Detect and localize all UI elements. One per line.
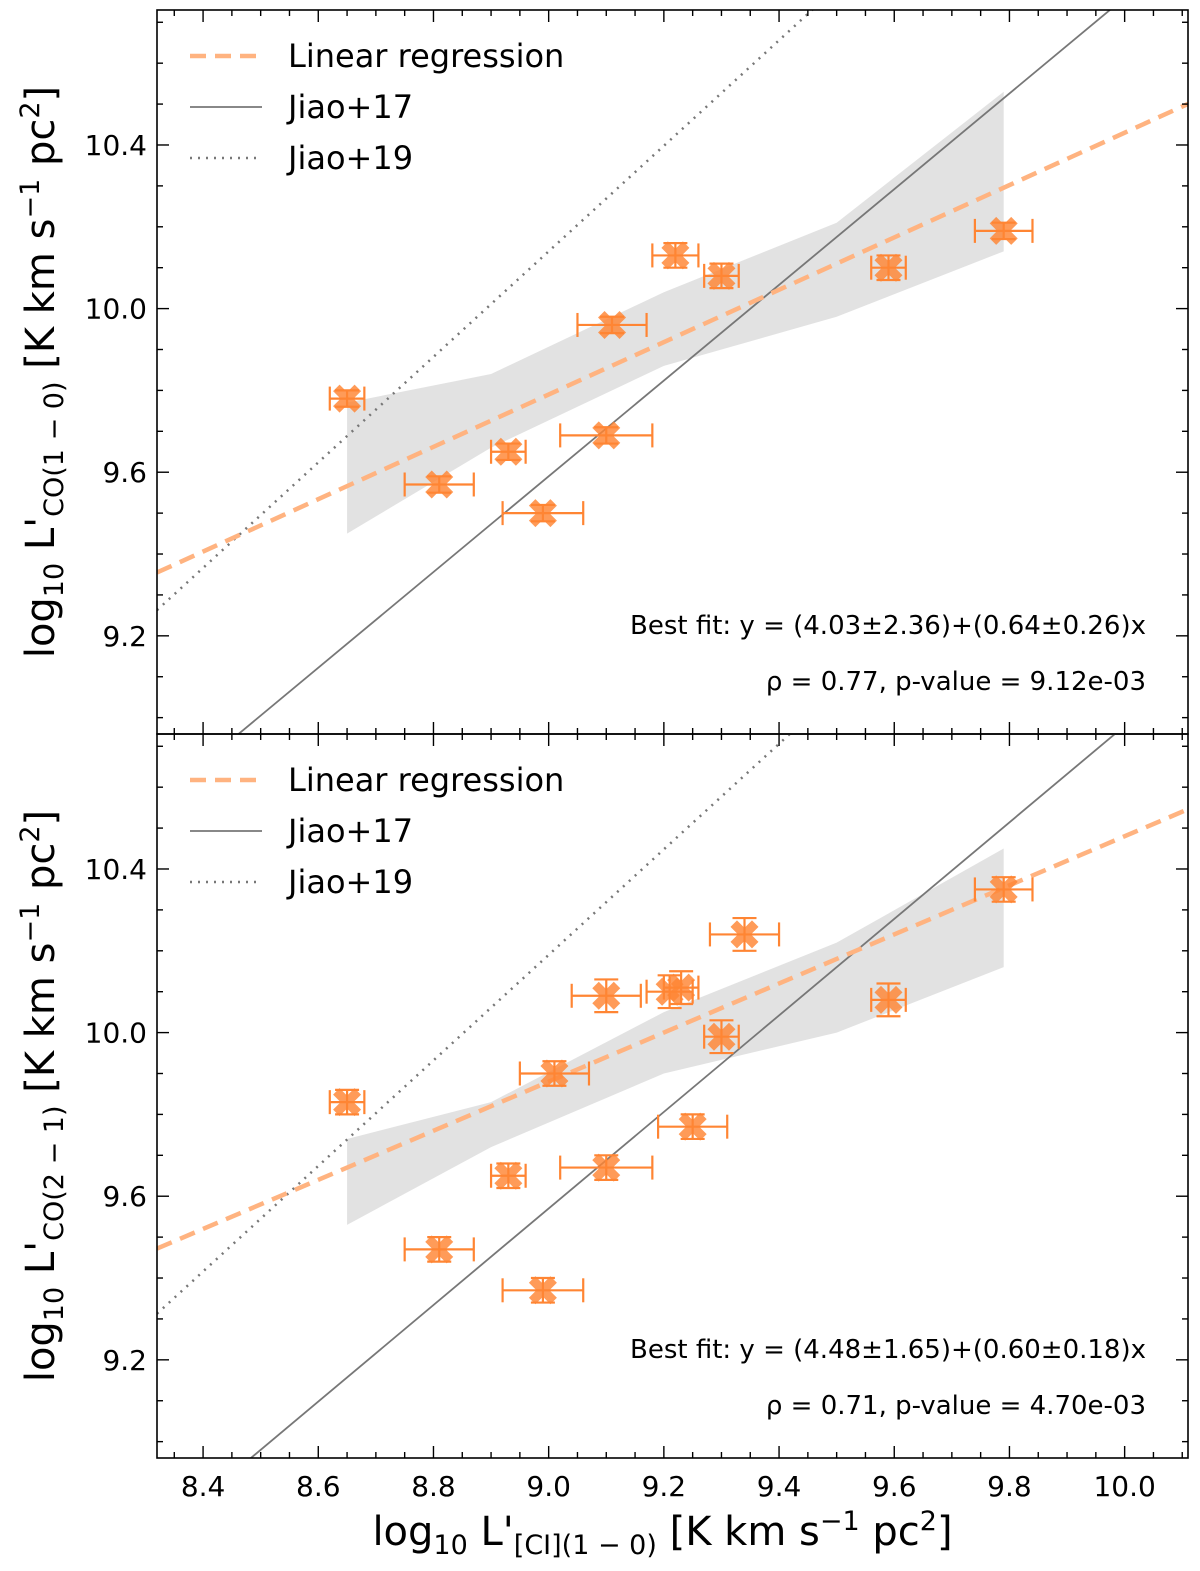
x-marker bbox=[528, 1276, 557, 1305]
x-marker bbox=[730, 920, 759, 949]
data-point bbox=[570, 978, 642, 1014]
panel-top: 9.2 9.6 10.0 10.4 log10 L'CO(1 − 0) [K km s−… bbox=[15, 9, 1189, 735]
y-tick-label: 10.4 bbox=[85, 853, 147, 886]
data-point bbox=[703, 1019, 740, 1055]
y-axis-label: log10 L'CO(2 − 1) [K km s−1 pc2] bbox=[15, 810, 70, 1382]
x-marker bbox=[598, 310, 627, 339]
regression-line bbox=[157, 101, 1188, 575]
x-tick-label: 8.4 bbox=[181, 1470, 226, 1503]
ticks bbox=[157, 10, 1188, 734]
y-tick-label: 10.4 bbox=[85, 129, 147, 162]
x-tick-label: 8.6 bbox=[296, 1470, 341, 1503]
data-point bbox=[651, 241, 700, 270]
data-point bbox=[657, 1112, 729, 1141]
legend-label: Jiao+17 bbox=[286, 812, 413, 850]
x-axis-label: log10 L'[CI](1 − 0) [K km s−1 pc2] bbox=[372, 1506, 952, 1561]
data-point bbox=[708, 916, 781, 952]
x-marker bbox=[707, 261, 736, 290]
legend-label: Linear regression bbox=[288, 37, 564, 75]
y-axis-label: log10 L'CO(1 − 0) [K km s−1 pc2] bbox=[15, 86, 70, 658]
x-marker bbox=[540, 1059, 569, 1088]
x-marker bbox=[989, 216, 1018, 245]
x-tick-label: 9.4 bbox=[757, 1470, 802, 1503]
data-point bbox=[403, 470, 475, 499]
x-marker bbox=[874, 253, 903, 282]
x-marker bbox=[592, 1153, 621, 1182]
x-tick-label: 9.0 bbox=[526, 1470, 571, 1503]
data-point bbox=[403, 1235, 475, 1264]
data-point bbox=[501, 499, 585, 528]
data-point bbox=[973, 875, 1034, 904]
x-tick-label: 9.8 bbox=[987, 1470, 1032, 1503]
legend-label: Jiao+19 bbox=[286, 863, 413, 901]
data-point bbox=[973, 216, 1034, 245]
data-point bbox=[559, 1153, 654, 1182]
jiao19-line bbox=[157, 734, 792, 1315]
x-marker bbox=[592, 981, 621, 1010]
data-point bbox=[559, 421, 654, 450]
legend-label: Jiao+17 bbox=[286, 88, 413, 126]
jiao17-line bbox=[237, 10, 1112, 734]
x-marker bbox=[494, 1161, 523, 1190]
x-tick-label: 10.0 bbox=[1093, 1470, 1155, 1503]
x-marker bbox=[528, 499, 557, 528]
x-marker bbox=[667, 973, 696, 1002]
correlation-annotation: ρ = 0.71, p-value = 4.70e-03 bbox=[766, 1391, 1146, 1421]
confidence-band bbox=[347, 848, 1004, 1225]
x-tick-label: 8.8 bbox=[411, 1470, 456, 1503]
legend: Linear regression Jiao+17 Jiao+19 bbox=[190, 761, 564, 901]
plot-area bbox=[157, 734, 1188, 1458]
data-point bbox=[870, 253, 907, 282]
x-marker bbox=[425, 470, 454, 499]
y-tick-label: 10.0 bbox=[85, 293, 147, 326]
x-marker bbox=[678, 1112, 707, 1141]
y-tick-label: 9.2 bbox=[102, 620, 147, 653]
x-marker bbox=[707, 1022, 736, 1051]
data-point bbox=[576, 310, 648, 339]
legend-label: Jiao+19 bbox=[286, 139, 413, 177]
x-marker bbox=[592, 421, 621, 450]
best-fit-annotation: Best fit: y = (4.03±2.36)+(0.64±0.26)x bbox=[630, 611, 1146, 641]
data-point bbox=[703, 261, 740, 290]
confidence-band bbox=[347, 91, 1004, 534]
correlation-annotation: ρ = 0.77, p-value = 9.12e-03 bbox=[766, 667, 1146, 697]
axes-frame bbox=[156, 733, 1189, 1459]
data-point bbox=[328, 1088, 366, 1117]
legend-label: Linear regression bbox=[288, 761, 564, 799]
data-point bbox=[662, 970, 700, 1006]
jiao17-line bbox=[249, 734, 1117, 1458]
panel-bottom: 9.2 9.6 10.0 10.4 8.4 8.6 8.8 9.0 9.2 9.4 9.6 9.8 10… bbox=[15, 733, 1189, 1561]
data-point bbox=[870, 982, 907, 1018]
x-tick-label: 9.6 bbox=[872, 1470, 917, 1503]
jiao19-line bbox=[157, 10, 814, 612]
y-tick-label: 9.6 bbox=[102, 456, 147, 489]
plot-area bbox=[157, 10, 1188, 734]
best-fit-annotation: Best fit: y = (4.48±1.65)+(0.60±0.18)x bbox=[630, 1335, 1146, 1365]
x-marker bbox=[661, 241, 690, 270]
x-marker bbox=[874, 985, 903, 1014]
x-marker bbox=[333, 1088, 362, 1117]
ticks bbox=[157, 734, 1188, 1458]
x-marker bbox=[989, 875, 1018, 904]
y-tick-label: 9.2 bbox=[102, 1344, 147, 1377]
x-tick-label: 9.2 bbox=[642, 1470, 687, 1503]
data-point bbox=[489, 1161, 527, 1190]
data-point bbox=[489, 437, 527, 466]
y-tick-label: 9.6 bbox=[102, 1180, 147, 1213]
x-marker bbox=[333, 384, 362, 413]
legend: Linear regression Jiao+17 Jiao+19 bbox=[190, 37, 564, 177]
data-point bbox=[501, 1276, 585, 1305]
x-marker bbox=[494, 437, 523, 466]
data-point bbox=[328, 384, 366, 413]
data-point bbox=[518, 1059, 591, 1088]
y-tick-label: 10.0 bbox=[85, 1017, 147, 1050]
x-marker bbox=[425, 1235, 454, 1264]
